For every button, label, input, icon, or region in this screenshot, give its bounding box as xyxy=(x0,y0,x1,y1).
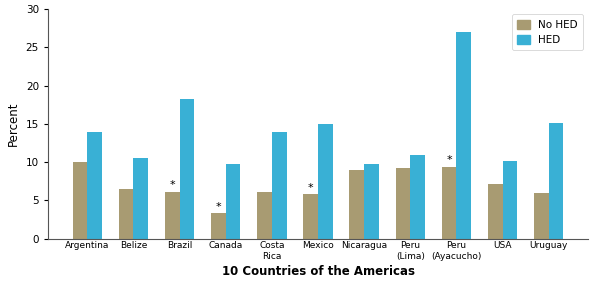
Y-axis label: Percent: Percent xyxy=(7,102,20,146)
Bar xyxy=(133,159,148,239)
Text: *: * xyxy=(446,155,452,165)
Bar xyxy=(318,124,333,239)
Bar xyxy=(272,132,287,239)
Bar xyxy=(349,170,364,239)
Bar xyxy=(165,192,179,239)
Bar xyxy=(457,32,471,239)
Bar xyxy=(488,184,503,239)
Bar xyxy=(364,165,379,239)
Bar xyxy=(303,194,318,239)
Bar xyxy=(410,155,425,239)
Bar xyxy=(119,189,133,239)
Bar xyxy=(395,168,410,239)
X-axis label: 10 Countries of the Americas: 10 Countries of the Americas xyxy=(221,265,415,278)
Bar xyxy=(442,167,457,239)
Text: *: * xyxy=(308,183,313,193)
Bar xyxy=(226,164,241,239)
Bar xyxy=(73,162,88,239)
Bar xyxy=(503,161,517,239)
Bar xyxy=(179,99,194,239)
Bar xyxy=(534,193,548,239)
Text: *: * xyxy=(215,202,221,212)
Bar xyxy=(548,123,563,239)
Legend: No HED, HED: No HED, HED xyxy=(512,14,583,50)
Bar xyxy=(211,214,226,239)
Text: *: * xyxy=(169,181,175,190)
Bar xyxy=(257,192,272,239)
Bar xyxy=(88,132,102,239)
